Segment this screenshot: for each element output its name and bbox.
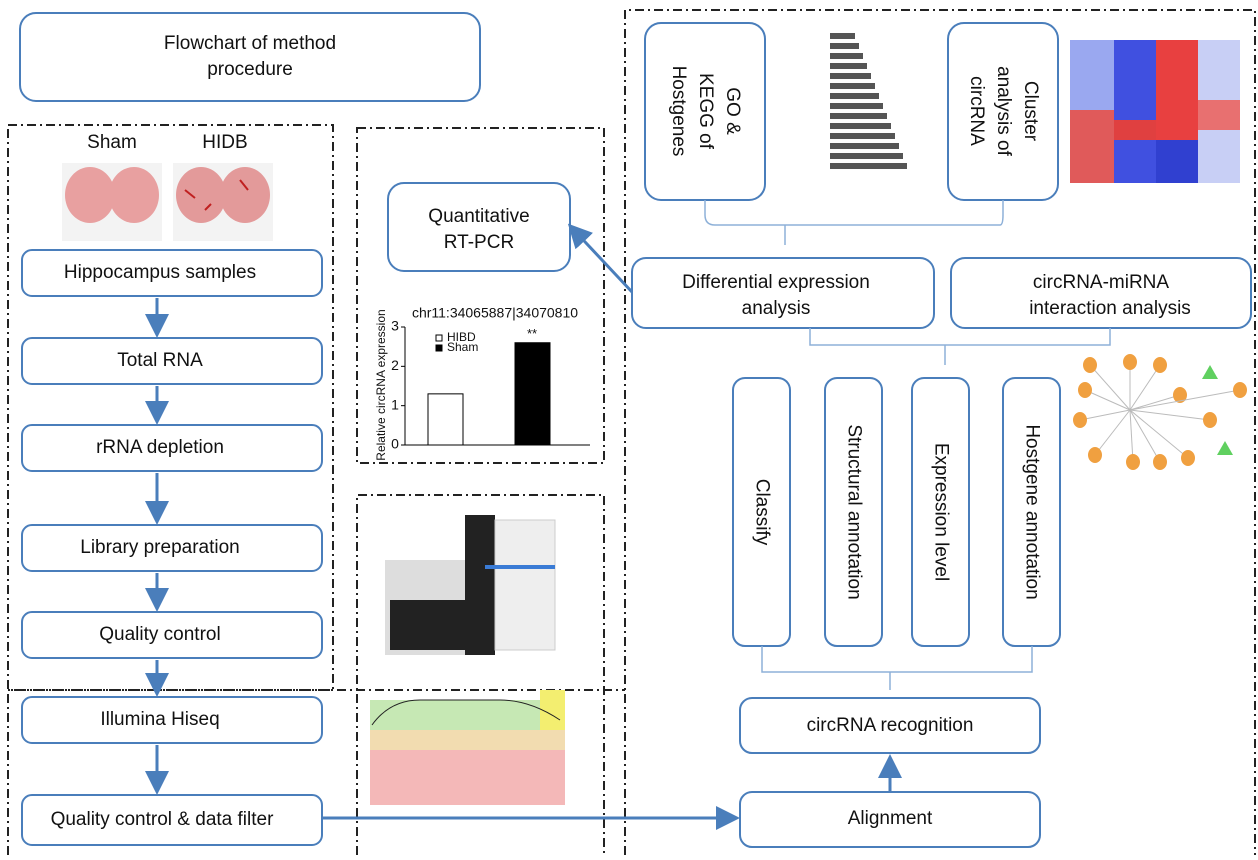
- annotation-box: [824, 377, 883, 647]
- step-label: Quality control & data filter: [51, 809, 274, 830]
- step-label: Total RNA: [117, 350, 203, 371]
- title: procedure: [207, 59, 293, 80]
- y-tick-label: 1: [391, 396, 399, 412]
- connector: [809, 328, 1111, 365]
- step-label: Hippocampus samples: [64, 262, 256, 283]
- annotation-label: Classify: [751, 479, 772, 546]
- brain-image: [62, 163, 273, 241]
- cluster-label: Cluster: [1020, 81, 1041, 142]
- sample-region: [7, 124, 334, 691]
- y-tick-label: 3: [391, 318, 399, 334]
- step-box: [21, 524, 323, 572]
- cluster-label: analysis of: [993, 66, 1014, 156]
- go-kegg-label: Hostgenes: [668, 66, 689, 157]
- y-tick-label: 0: [391, 436, 399, 452]
- interaction-label: interaction analysis: [1029, 298, 1191, 319]
- annotation-label: Expression level: [930, 443, 951, 581]
- step-label: Illumina Hiseq: [100, 709, 219, 730]
- annotation-label: Hostgene annotation: [1021, 424, 1042, 599]
- annotation-label: Structural annotation: [843, 424, 864, 599]
- step-box: [21, 611, 323, 659]
- differential-label: Differential expression: [682, 272, 870, 293]
- step-label: Quality control: [99, 624, 220, 645]
- qpcr-label: Quantitative: [428, 206, 529, 227]
- connector: [761, 646, 1033, 690]
- inset-title: chr11:34065887|34070810: [412, 305, 578, 321]
- recognition-box: [739, 697, 1041, 754]
- step-box: [21, 696, 323, 744]
- differential-box: [631, 257, 935, 329]
- legend-label: HIBD: [447, 330, 476, 344]
- interaction-label: circRNA-miRNA: [1033, 272, 1169, 293]
- analysis-region: [624, 9, 1256, 855]
- bar: [427, 393, 464, 446]
- sample-label: Sham: [87, 132, 137, 153]
- sequencing-region: [7, 689, 625, 855]
- go-kegg-label: KEGG of: [695, 73, 716, 150]
- legend-swatch: [435, 334, 443, 342]
- network-image: [1073, 354, 1247, 470]
- legend-label: Sham: [447, 340, 478, 354]
- quality-plot-image: [370, 690, 565, 805]
- step-box: [21, 337, 323, 385]
- inset-y-label: Relative circRNA expression: [374, 309, 388, 460]
- step-label: rRNA depletion: [96, 437, 224, 458]
- legend-swatch: [435, 344, 443, 352]
- heatmap-image: [1070, 40, 1240, 183]
- go-kegg-label: GO &: [722, 87, 743, 135]
- step-label: Library preparation: [80, 537, 239, 558]
- arrow: [567, 223, 634, 294]
- alignment-label: Alignment: [848, 808, 933, 829]
- differential-label: analysis: [742, 298, 811, 319]
- bar: [514, 342, 551, 446]
- step-box: [21, 249, 323, 297]
- recognition-label: circRNA recognition: [807, 715, 974, 736]
- cluster-label: circRNA: [966, 76, 987, 146]
- step-box: [21, 424, 323, 472]
- y-tick-label: 2: [391, 357, 399, 373]
- interaction-box: [950, 257, 1252, 329]
- qpcr-region: [356, 127, 605, 464]
- sequencer-image: [385, 515, 556, 655]
- title: Flowchart of method: [164, 33, 336, 54]
- step-box: [21, 794, 323, 846]
- title-box: [19, 12, 481, 102]
- annotation-box: [911, 377, 970, 647]
- annotation: **: [527, 326, 537, 341]
- go-bar-image: [830, 33, 907, 169]
- sample-label: HIDB: [202, 132, 247, 153]
- connector: [704, 200, 1004, 245]
- instrument-region: [356, 494, 605, 855]
- qpcr-label: RT-PCR: [444, 232, 514, 253]
